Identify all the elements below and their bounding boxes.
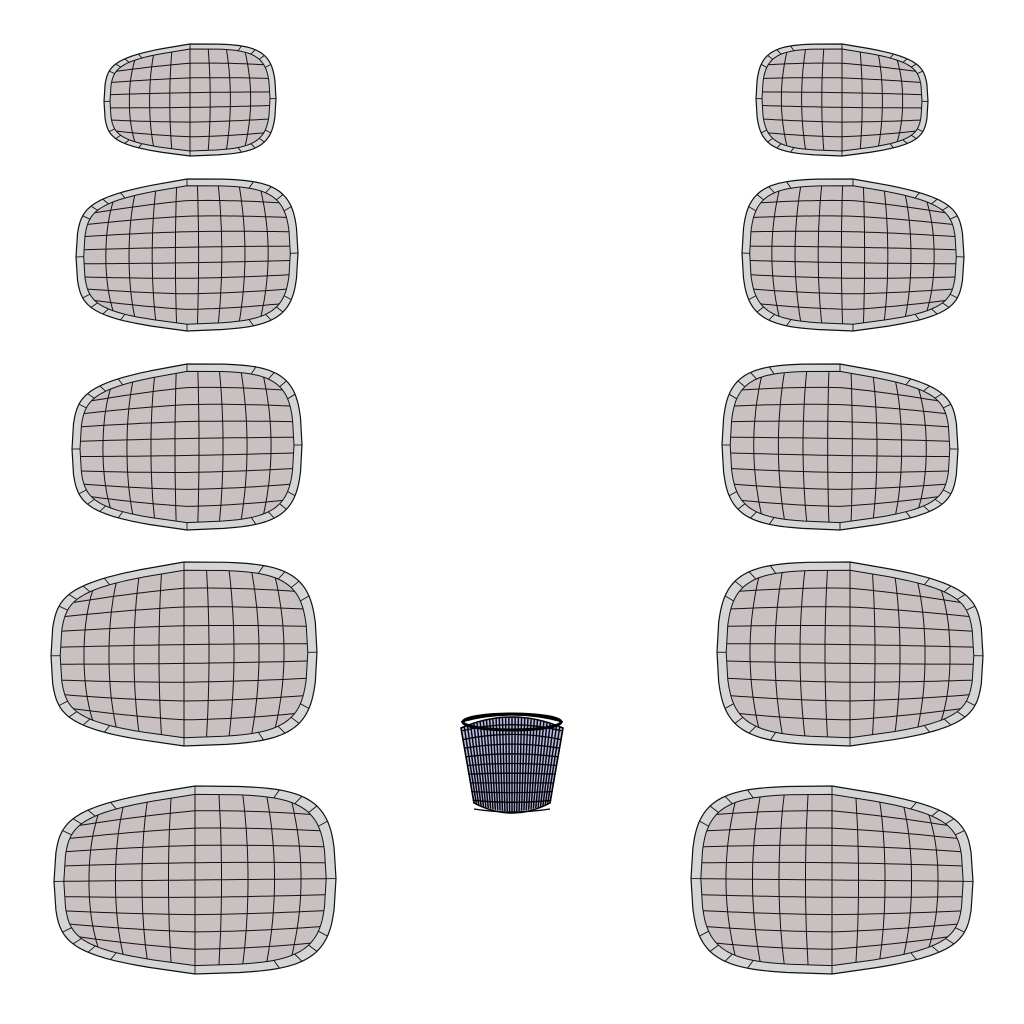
patch-right-3 bbox=[721, 363, 959, 531]
patch-left-3 bbox=[71, 363, 303, 531]
patch-right-1-wireframe bbox=[762, 49, 922, 151]
patch-left-5-wireframe bbox=[63, 794, 327, 966]
patch-left-3-surface bbox=[79, 370, 295, 524]
patch-left-1 bbox=[103, 43, 277, 157]
patch-right-2-rim-edges bbox=[741, 179, 965, 331]
patch-right-2 bbox=[741, 178, 965, 332]
patch-left-5-rim-edges bbox=[53, 786, 337, 975]
patch-left-2-rim-edges bbox=[75, 179, 299, 332]
patch-left-2 bbox=[75, 178, 299, 332]
patch-right-5-wireframe bbox=[700, 794, 964, 966]
patch-right-4 bbox=[716, 561, 984, 747]
patch-left-2-wireframe bbox=[83, 185, 291, 325]
cup-wireframe bbox=[460, 712, 564, 813]
patch-left-1-rim-edges bbox=[103, 44, 277, 157]
patch-left-4 bbox=[50, 561, 318, 747]
patch-left-5 bbox=[53, 785, 337, 975]
patch-left-1-wireframe bbox=[110, 49, 270, 151]
patch-left-3-wireframe bbox=[80, 371, 294, 523]
patch-left-4-rim-edges bbox=[50, 562, 318, 747]
patch-right-1 bbox=[755, 43, 929, 157]
patch-right-4-wireframe bbox=[726, 570, 974, 738]
patch-right-5 bbox=[690, 785, 974, 975]
patch-right-3-wireframe bbox=[730, 371, 950, 523]
patch-left-4-wireframe bbox=[60, 570, 308, 738]
patch-right-3-surface bbox=[729, 370, 951, 524]
patch-right-1-rim-edges bbox=[755, 43, 929, 156]
patch-right-3-rim-edges bbox=[721, 364, 959, 531]
patch-right-4-rim-edges bbox=[716, 562, 984, 746]
center-cup-mesh bbox=[460, 712, 564, 814]
patch-right-2-wireframe bbox=[749, 185, 957, 325]
patch-left-3-rim-edges bbox=[71, 364, 303, 531]
patch-right-5-rim-edges bbox=[690, 786, 974, 974]
